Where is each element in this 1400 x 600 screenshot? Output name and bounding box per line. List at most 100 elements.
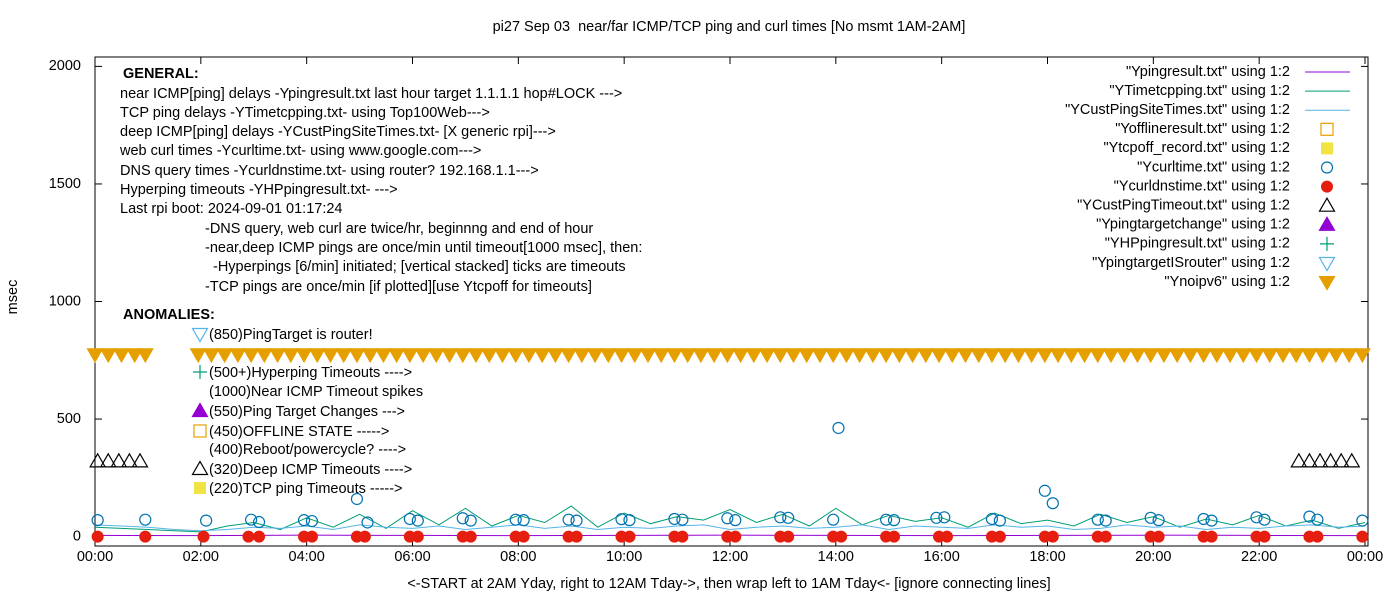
data-point	[1340, 348, 1358, 364]
data-point	[120, 452, 138, 468]
data-point	[1099, 530, 1112, 543]
data-point	[112, 348, 130, 364]
data-point	[520, 348, 538, 364]
data-point	[1076, 348, 1094, 364]
x-tick-label: 00:00	[77, 549, 113, 565]
data-point	[938, 511, 951, 524]
data-point	[732, 348, 750, 364]
data-point	[824, 348, 842, 364]
x-tick-label: 02:00	[183, 549, 219, 565]
data-point	[1327, 348, 1345, 364]
data-point	[1115, 348, 1133, 364]
data-point	[864, 348, 882, 364]
data-point	[1168, 348, 1186, 364]
annotation: ANOMALIES:	[123, 307, 215, 323]
legend-label: "YCustPingSiteTimes.txt" using 1:2	[1065, 102, 1290, 118]
data-point	[99, 452, 117, 468]
data-point	[985, 512, 999, 526]
series-line	[94, 505, 1366, 533]
data-point	[993, 530, 1006, 543]
data-point	[1314, 348, 1332, 364]
data-point	[86, 348, 104, 364]
x-tick-label: 12:00	[712, 549, 748, 565]
legend-swatch	[1318, 216, 1336, 231]
data-point	[454, 348, 472, 364]
legend-swatch	[1321, 142, 1333, 155]
data-point	[1274, 348, 1292, 364]
x-tick-label: 10:00	[606, 549, 642, 565]
data-point	[1046, 530, 1059, 543]
data-point	[358, 530, 371, 543]
data-point	[983, 348, 1001, 364]
data-point	[517, 514, 530, 527]
legend-swatch	[1321, 180, 1333, 193]
legend-label: "YTimetcpping.txt" using 1:2	[1109, 83, 1290, 99]
data-point	[1290, 452, 1308, 468]
data-point	[126, 348, 144, 364]
x-axis-label: <-START at 2AM Yday, right to 12AM Tday-…	[407, 576, 1050, 592]
data-point	[1353, 348, 1371, 364]
data-point	[197, 530, 210, 543]
data-point	[676, 530, 689, 543]
data-point	[321, 348, 340, 364]
data-point	[403, 512, 416, 526]
data-point	[665, 348, 683, 364]
legend-label: "Ytcpoff_record.txt" using 1:2	[1103, 140, 1290, 156]
x-tick-label: 14:00	[818, 549, 854, 565]
data-point	[771, 348, 789, 364]
annotation: deep ICMP[ping] delays -YCustPingSiteTim…	[120, 124, 556, 140]
data-point	[533, 348, 551, 364]
legend-label: "Ycurltime.txt" using 1:2	[1137, 159, 1290, 175]
data-point	[827, 513, 840, 526]
data-point	[1356, 530, 1369, 543]
data-point	[1250, 511, 1263, 524]
legend-label: "Yofflineresult.txt" using 1:2	[1115, 121, 1290, 137]
data-point	[1205, 530, 1218, 543]
data-point	[904, 348, 922, 364]
x-tick-label: 18:00	[1029, 549, 1065, 565]
data-point	[623, 530, 636, 543]
data-point	[1258, 530, 1271, 543]
data-point	[253, 530, 266, 543]
annotation: (400)Reboot/powercycle? ---->	[209, 442, 406, 458]
legend-label: "YpingtargetISrouter" using 1:2	[1092, 255, 1290, 271]
data-point	[887, 514, 901, 527]
data-point	[745, 348, 763, 364]
data-point	[1089, 348, 1107, 364]
data-point	[509, 513, 522, 526]
data-point	[131, 452, 149, 468]
annotation: (500+)Hyperping Timeouts ---->	[209, 365, 412, 381]
data-point	[573, 348, 591, 364]
data-point	[136, 348, 154, 364]
x-tick-label: 22:00	[1241, 549, 1277, 565]
annotation: (550)Ping Target Changes --->	[209, 404, 405, 420]
data-point	[139, 530, 152, 543]
y-tick-label: 2000	[49, 58, 81, 74]
data-point	[626, 348, 644, 364]
data-point	[970, 348, 988, 364]
data-point	[467, 348, 485, 364]
data-point	[993, 514, 1006, 527]
data-point	[189, 348, 207, 364]
annotation: (220)TCP ping Timeouts ----->	[209, 481, 403, 497]
y-tick-label: 500	[57, 411, 81, 427]
data-point	[245, 513, 258, 526]
data-point	[91, 514, 104, 527]
data-point	[599, 348, 617, 364]
data-point	[91, 530, 104, 543]
data-point	[586, 348, 604, 364]
data-point	[1049, 348, 1067, 364]
data-point	[305, 514, 319, 528]
data-point	[1036, 348, 1054, 364]
data-point	[1197, 512, 1210, 526]
annotation: (450)OFFLINE STATE ----->	[209, 424, 389, 440]
data-point	[718, 348, 736, 364]
data-point	[1023, 348, 1041, 364]
legend-label: "YHPpingresult.txt" using 1:2	[1105, 236, 1290, 252]
data-point	[1311, 530, 1324, 543]
legend-label: "Ypingresult.txt" using 1:2	[1126, 64, 1290, 80]
data-point	[507, 348, 525, 364]
data-point	[411, 530, 424, 543]
legend-swatch	[1320, 236, 1334, 251]
